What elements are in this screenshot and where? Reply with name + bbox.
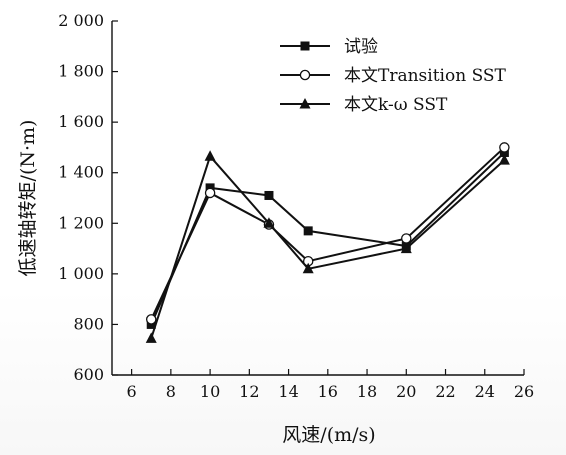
background-shade: [0, 290, 566, 455]
y-tick-label: 1 000: [58, 264, 104, 283]
legend-marker: [299, 98, 311, 109]
x-tick-label: 8: [166, 382, 176, 401]
x-tick-label: 22: [435, 382, 455, 401]
series-line: [150, 151, 506, 325]
y-tick-label: 800: [73, 314, 104, 333]
legend-entry: 试验: [280, 37, 378, 57]
data-point: [145, 314, 157, 325]
x-tick-label: 18: [357, 382, 377, 401]
x-tick-label: 10: [200, 382, 220, 401]
y-tick-label: 1 400: [58, 163, 104, 182]
x-axis-label: 风速/(m/s): [282, 424, 375, 446]
y-tick-label: 600: [73, 365, 104, 384]
data-point: [498, 154, 510, 165]
data-point: [145, 332, 157, 343]
legend-marker: [300, 41, 310, 51]
x-tick-label: 6: [127, 382, 137, 401]
data-point: [204, 150, 216, 161]
y-tick-label: 2 000: [58, 11, 104, 30]
y-tick-label: 1 200: [58, 213, 104, 232]
x-tick-label: 16: [318, 382, 338, 401]
legend-marker: [299, 69, 311, 81]
x-tick-label: 20: [396, 382, 416, 401]
series-line: [150, 146, 506, 320]
x-tick-label: 14: [278, 382, 298, 401]
data-point: [264, 190, 274, 200]
series-layer: [145, 142, 510, 343]
legend-label: 本文k-ω SST: [344, 95, 448, 115]
x-tick-label: 12: [239, 382, 259, 401]
data-point: [499, 142, 510, 153]
y-tick-label: 1 600: [58, 112, 104, 131]
data-point: [263, 217, 275, 228]
data-point: [302, 262, 314, 274]
x-tick-label: 24: [475, 382, 495, 401]
y-axis-label: 低速轴转矩/(N·m): [17, 120, 39, 277]
x-tick-label: 26: [514, 382, 534, 401]
data-point: [204, 187, 216, 199]
legend-label: 本文Transition SST: [344, 66, 507, 86]
legend-entry: 本文k-ω SST: [280, 95, 448, 115]
y-axis-ticks: 600 800 1 000 1 200 1 400 1 600 1 800 2 000: [58, 11, 118, 384]
series-3: [145, 150, 510, 343]
data-point: [303, 226, 313, 236]
plot-area: [111, 21, 524, 376]
legend-entry: 本文Transition SST: [280, 66, 507, 86]
data-point: [400, 242, 412, 254]
x-axis-ticks: 6 8 10 12 14 16 18 20 22 24 26: [127, 369, 534, 401]
legend-label: 试验: [344, 37, 378, 57]
y-tick-label: 1 800: [58, 62, 104, 81]
series-line: [150, 154, 506, 339]
data-point: [401, 233, 412, 244]
